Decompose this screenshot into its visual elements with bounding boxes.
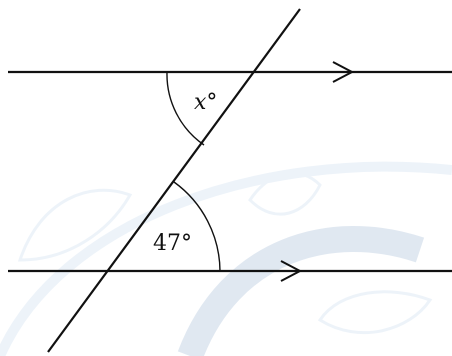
bottom-angle-arc	[173, 181, 221, 272]
transversal-line	[47, 8, 301, 353]
top-angle-degree: °	[206, 90, 217, 115]
watermark-blob-left	[17, 188, 133, 262]
top-angle-arc	[166, 71, 205, 146]
background-watermark	[0, 161, 452, 356]
watermark-arc-inner	[177, 226, 425, 356]
bottom-parallel-arrow-icon	[280, 260, 303, 282]
watermark-blob-right	[248, 171, 322, 216]
bottom-angle-label: 47°	[153, 231, 192, 256]
watermark-arc-outer	[0, 161, 452, 356]
top-angle-label: x°	[194, 90, 217, 115]
watermark-blob-bottom	[317, 290, 433, 335]
top-parallel-arrow-icon	[332, 61, 355, 83]
top-angle-variable: x	[194, 90, 207, 115]
